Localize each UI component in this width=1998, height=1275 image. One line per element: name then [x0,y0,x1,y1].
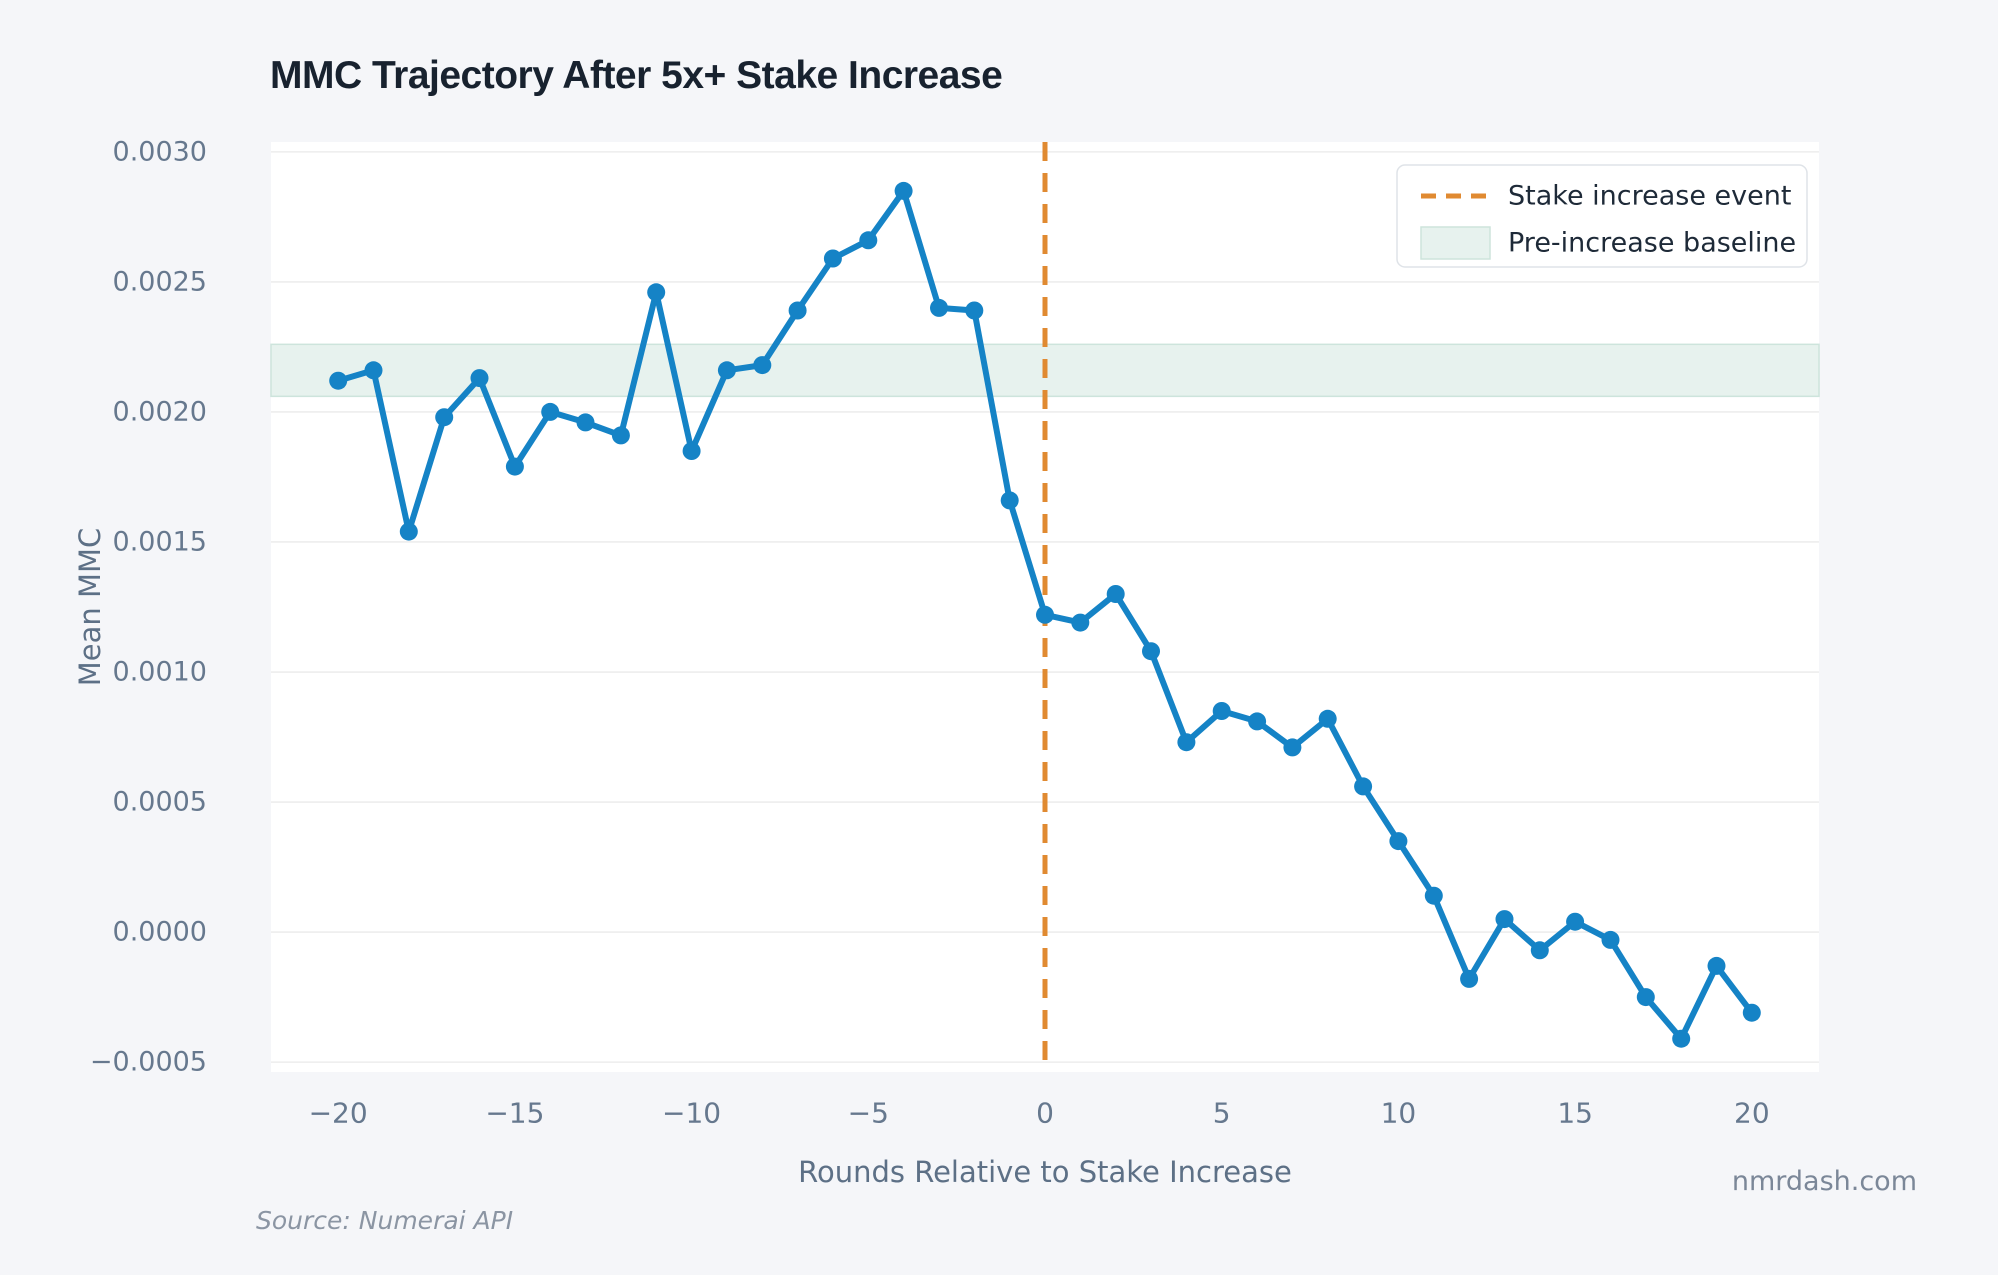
data-point [1318,709,1337,728]
data-point [1142,642,1160,661]
legend-band-swatch [1420,226,1491,260]
data-point [435,408,454,427]
y-tick-label: 0.0030 [113,136,207,167]
data-point [1636,988,1655,1007]
data-point [682,442,701,460]
data-point [1495,910,1514,929]
legend-label-baseline: Pre-increase baseline [1508,228,1796,259]
data-point [859,231,878,250]
legend-box [1396,164,1808,268]
data-point [470,369,489,388]
legend-label-event: Stake increase event [1508,181,1791,212]
data-point [965,301,984,320]
data-point [611,426,630,445]
data-point [788,301,807,320]
y-tick-label: 0.0010 [113,657,207,688]
data-point [505,457,524,476]
x-tick-label: −15 [485,1097,544,1130]
data-point [576,413,595,432]
data-point [1707,956,1726,975]
x-tick-label: −20 [309,1097,368,1130]
y-tick-label: 0.0025 [113,266,207,297]
data-point [329,371,348,390]
data-point [717,361,736,380]
data-point [399,522,418,541]
data-point [1283,738,1302,757]
data-point [1389,832,1408,851]
y-tick-label: 0.0015 [113,526,207,557]
data-point [823,249,842,268]
watermark: nmrdash.com [1731,1166,1917,1197]
data-point [894,181,913,200]
x-tick-label: −5 [848,1097,889,1130]
y-tick-label: 0.0000 [113,917,207,948]
data-point [364,361,383,380]
data-point [541,402,560,421]
data-point [647,283,666,302]
data-point [1106,585,1125,603]
data-point [1672,1029,1691,1048]
data-point [930,298,948,317]
x-tick-label: −10 [662,1097,721,1130]
data-point [1248,712,1267,731]
data-point [1460,969,1479,988]
data-point [1212,702,1231,720]
x-tick-label: 0 [1036,1097,1054,1130]
y-axis-label: Mean MMC [73,528,107,687]
data-point [1177,733,1196,752]
y-tick-label: 0.0005 [113,787,207,818]
x-tick-label: 10 [1381,1097,1417,1130]
chart-title: MMC Trajectory After 5x+ Stake Increase [270,54,1003,97]
data-point [1566,912,1585,931]
data-point [1601,930,1620,949]
data-point [1036,605,1054,624]
data-point [1530,941,1549,960]
y-tick-label: −0.0005 [90,1047,207,1078]
data-point [1742,1003,1761,1022]
data-point [1071,613,1090,632]
x-tick-label: 20 [1734,1097,1770,1130]
data-point [1354,777,1373,796]
x-tick-label: 15 [1557,1097,1593,1130]
data-point [753,356,772,375]
x-axis-label: Rounds Relative to Stake Increase [798,1155,1292,1189]
data-point [1424,886,1443,905]
source-note: Source: Numerai API [256,1206,514,1235]
data-point [1000,491,1019,510]
y-tick-label: 0.0020 [113,396,207,427]
x-tick-label: 5 [1213,1097,1231,1130]
